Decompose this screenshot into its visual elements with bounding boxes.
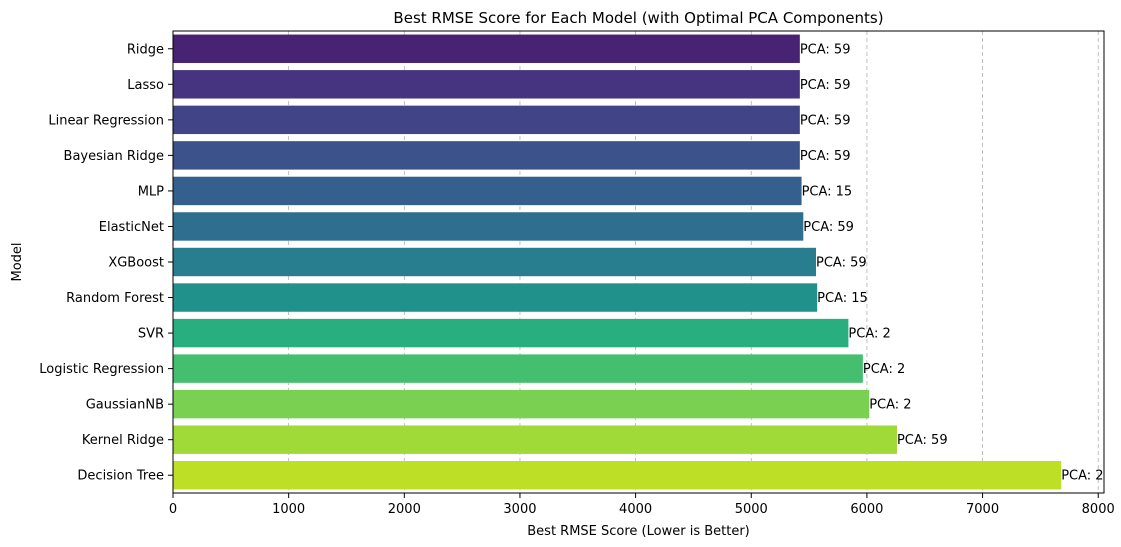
x-tick-label: 5000 <box>735 502 768 517</box>
bar-annotation: PCA: 59 <box>800 78 851 93</box>
bar-annotation: PCA: 59 <box>800 42 851 57</box>
bar <box>173 141 800 170</box>
y-tick-label: Decision Tree <box>77 469 164 484</box>
bar <box>173 105 800 135</box>
y-tick-label: Ridge <box>127 42 164 57</box>
y-axis: Ridge Lasso Linear Regression Bayesian Ridg… <box>39 42 173 484</box>
bar <box>173 425 897 454</box>
y-tick-label: Kernel Ridge <box>82 433 164 448</box>
x-tick-label: 0 <box>169 502 177 517</box>
y-tick-label: XGBoost <box>108 256 164 271</box>
bar <box>173 247 817 277</box>
bar <box>173 354 863 383</box>
y-tick-label: Bayesian Ridge <box>64 149 164 164</box>
bar-annotation: PCA: 2 <box>869 398 911 413</box>
y-tick-label: Lasso <box>127 78 164 93</box>
chart-title: Best RMSE Score for Each Model (with Opt… <box>393 9 883 27</box>
y-tick-label: GaussianNB <box>86 398 164 413</box>
y-tick-label: Random Forest <box>66 291 164 306</box>
x-tick-label: 6000 <box>850 502 883 517</box>
bar <box>173 318 849 348</box>
bar-annotation: PCA: 2 <box>863 362 905 377</box>
y-axis-label: Model <box>10 242 25 281</box>
bar-annotations: PCA: 59 PCA: 59 PCA: 59 PCA: 59 PCA: 15 PCA: … <box>800 42 1104 483</box>
bar <box>173 212 804 241</box>
bar <box>173 34 800 63</box>
y-tick-label: Linear Regression <box>48 113 164 128</box>
bar-annotation: PCA: 2 <box>848 327 890 342</box>
y-tick-label: ElasticNet <box>99 220 164 235</box>
bar-annotation: PCA: 2 <box>1061 469 1103 484</box>
bar <box>173 461 1062 490</box>
bar <box>173 389 870 419</box>
bar-annotation: PCA: 15 <box>802 184 853 199</box>
bar-annotation: PCA: 59 <box>803 220 854 235</box>
bars <box>173 34 1062 490</box>
x-tick-label: 8000 <box>1082 502 1115 517</box>
bar-annotation: PCA: 15 <box>817 291 868 306</box>
y-tick-label: Logistic Regression <box>39 362 164 377</box>
y-tick-label: MLP <box>138 184 164 199</box>
bar-annotation: PCA: 59 <box>800 149 851 164</box>
bar <box>173 70 800 99</box>
x-tick-label: 2000 <box>388 502 421 517</box>
x-tick-label: 1000 <box>272 502 305 517</box>
bar <box>173 176 802 206</box>
bar-annotation: PCA: 59 <box>816 256 867 271</box>
y-tick-label: SVR <box>138 327 164 342</box>
bar-annotation: PCA: 59 <box>800 113 851 128</box>
bar-annotation: PCA: 59 <box>897 433 948 448</box>
x-axis: 0 1000 2000 3000 4000 5000 6000 7000 8000 <box>169 493 1115 517</box>
bar <box>173 283 818 312</box>
x-tick-label: 3000 <box>503 502 536 517</box>
x-tick-label: 4000 <box>619 502 652 517</box>
x-tick-label: 7000 <box>966 502 999 517</box>
x-axis-label: Best RMSE Score (Lower is Better) <box>527 524 750 539</box>
